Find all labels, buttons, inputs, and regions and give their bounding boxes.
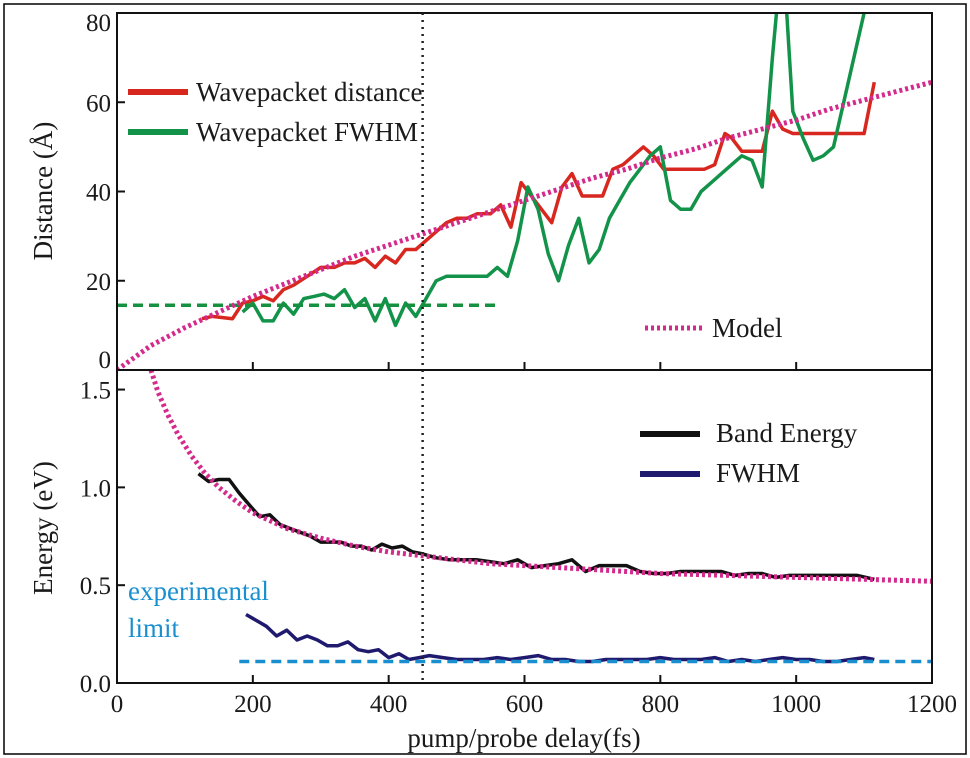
annotation-line-2: limit (128, 613, 180, 643)
x-tick-label: 0 (111, 691, 124, 718)
top-plot-area (117, 13, 932, 370)
bottom-y-tick-label: 0.0 (80, 671, 111, 698)
legend-label-distance: Wavepacket distance (196, 77, 422, 107)
legend-label-model: Model (712, 313, 783, 343)
experimental-limit-annotation: experimental limit (128, 576, 269, 643)
top-series-3-line (117, 79, 932, 370)
top-y-ticks: 0 20 40 60 80 (86, 10, 125, 374)
bottom-series-0-line (197, 472, 875, 582)
bottom-y-tick-label: 1.0 (80, 475, 111, 502)
x-tick-label: 600 (506, 691, 544, 718)
x-tick-label: 400 (370, 691, 408, 718)
bottom-series-3-line (148, 370, 932, 584)
top-y-tick-label: 20 (86, 269, 111, 296)
top-y-tick-label: 0 (99, 347, 112, 374)
bottom-panel: 0.0 0.5 1.0 1.5 Energy (eV) Band Energy FWH… (28, 369, 933, 698)
legend-label-band-energy: Band Energy (716, 418, 858, 448)
bottom-y-ticks: 0.0 0.5 1.0 1.5 (80, 378, 125, 698)
legend-label-fwhm: Wavepacket FWHM (196, 117, 418, 147)
bottom-series-1-line (245, 612, 875, 664)
x-tick-label: 1200 (907, 691, 957, 718)
annotation-line-1: experimental (128, 576, 269, 606)
bottom-y-tick-label: 0.5 (80, 573, 111, 600)
x-tick-label: 1000 (771, 691, 821, 718)
x-axis-label: pump/probe delay(fs) (407, 723, 640, 753)
bottom-y-axis-label: Energy (eV) (28, 461, 58, 595)
x-ticks: 0 200 400 600 800 1000 1200 (111, 362, 957, 718)
bottom-y-tick-label: 1.5 (80, 378, 111, 405)
bottom-panel-frame (116, 369, 933, 684)
top-y-tick-label: 80 (86, 10, 111, 37)
top-y-axis-label: Distance (Å) (28, 122, 58, 261)
top-y-tick-label: 40 (86, 180, 111, 207)
top-series-1-line (241, 13, 867, 328)
top-panel: 0 20 40 60 80 Distance (Å) Wavepacket distan… (28, 10, 933, 374)
top-legend: Wavepacket distance Wavepacket FWHM Mode… (128, 77, 783, 343)
top-y-tick-label: 60 (86, 90, 111, 117)
figure-border (3, 3, 967, 755)
bottom-plot-area (148, 370, 932, 664)
top-panel-frame (116, 12, 933, 371)
x-tick-label: 200 (234, 691, 272, 718)
bottom-legend: Band Energy FWHM (640, 418, 858, 488)
x-tick-label: 800 (642, 691, 680, 718)
legend-label-fwhm-energy: FWHM (716, 458, 800, 488)
